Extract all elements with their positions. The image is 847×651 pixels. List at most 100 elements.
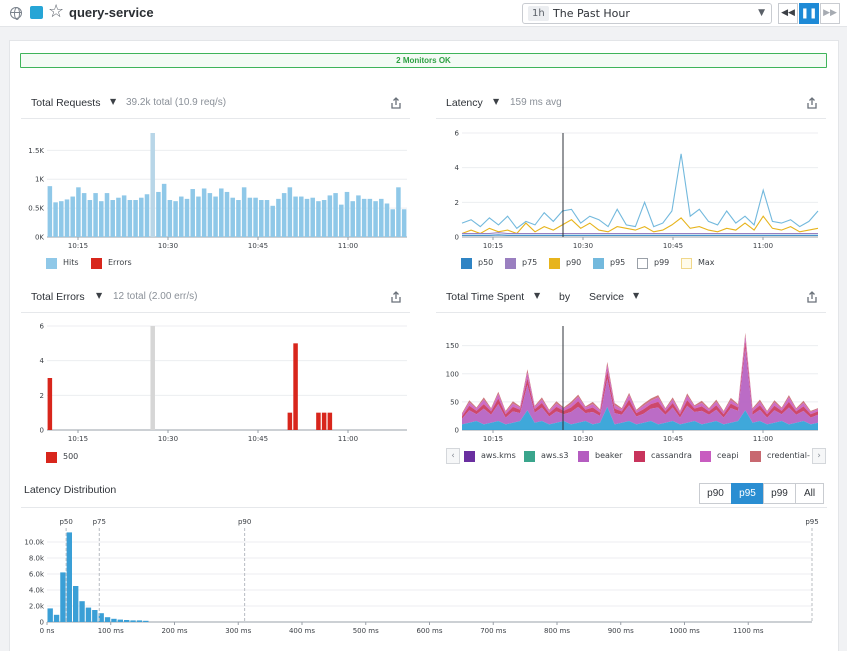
legend-scroll-left[interactable]: ‹ (446, 448, 460, 464)
distribution-bar (136, 620, 143, 622)
time-spent-y-tick-label: 100 (446, 370, 459, 378)
distribution-bar (124, 620, 130, 622)
distribution-y-tick-label: 10.0k (24, 539, 45, 547)
time-spent-title[interactable]: Total Time Spent (446, 291, 525, 303)
distribution-x-tick-label: 500 ms (353, 627, 379, 635)
requests-x-tick-label: 11:00 (338, 242, 358, 250)
time-spent-group-select[interactable]: Service (589, 291, 625, 303)
requests-bar (173, 201, 178, 237)
requests-bar (361, 198, 367, 237)
distribution-y-tick-label: 8.0k (29, 555, 45, 563)
skip-back-button[interactable]: ◀◀ (778, 3, 798, 24)
latency-x-tick-label: 10:15 (483, 242, 503, 250)
pause-button[interactable]: ❚❚ (799, 3, 819, 24)
share-icon[interactable] (390, 97, 402, 109)
distribution-bar (92, 610, 98, 622)
chevron-down-icon[interactable]: ▼ (493, 97, 500, 106)
monitors-status-bar[interactable]: 2 Monitors OK (20, 53, 827, 68)
time-spent-widget-header: Total Time Spent ▼ by Service ▼ (436, 291, 826, 313)
legend-swatch (681, 258, 692, 269)
requests-bar (396, 187, 401, 237)
requests-bar (127, 200, 133, 237)
time-spent-by-label: by (559, 291, 571, 303)
requests-bar (104, 193, 110, 237)
requests-bar (53, 202, 58, 237)
distribution-marker-label: p75 (93, 518, 106, 526)
requests-bar (339, 204, 344, 237)
latency-x-tick-label: 10:45 (663, 242, 683, 250)
errors-y-tick-label: 2 (40, 392, 44, 400)
time-spent-legend: aws.kms aws.s3 beaker cassandra ceapi cr… (464, 450, 810, 464)
requests-bar (116, 197, 121, 237)
requests-bar (110, 200, 115, 237)
requests-bar (184, 198, 190, 237)
star-icon[interactable]: ☆ (48, 1, 65, 22)
distribution-marker-label: p95 (805, 518, 818, 526)
distribution-x-tick-label: 1100 ms (733, 627, 764, 635)
latency-x-tick-label: 11:00 (753, 242, 773, 250)
distribution-bar (47, 608, 53, 622)
time-spent-area-cassandra (462, 341, 818, 419)
requests-title[interactable]: Total Requests (31, 97, 101, 109)
distribution-x-tick-label: 600 ms (416, 627, 442, 635)
requests-bar (190, 189, 195, 237)
errors-summary: 12 total (2.00 err/s) (113, 291, 198, 302)
legend-swatch (461, 258, 472, 269)
errors-widget-header: Total Errors ▼ 12 total (2.00 err/s) (21, 291, 410, 313)
latency-legend: p50 p75 p90 p95 p99 Max (461, 257, 791, 271)
requests-bar (230, 197, 235, 237)
errors-x-tick-label: 11:00 (338, 435, 358, 443)
errors-title[interactable]: Total Errors (31, 291, 85, 303)
requests-bar (144, 194, 150, 237)
share-icon[interactable] (390, 291, 402, 303)
requests-x-tick-label: 10:45 (248, 242, 268, 250)
legend-scroll-right[interactable]: › (812, 448, 826, 464)
requests-bar (207, 193, 213, 237)
skip-forward-button[interactable]: ▶▶ (820, 3, 840, 24)
distribution-bar (143, 620, 149, 622)
requests-bar (196, 196, 201, 237)
requests-bar (201, 188, 207, 237)
chevron-left-icon: ‹ (451, 451, 455, 461)
distribution-bar (53, 614, 60, 622)
percentile-button-all[interactable]: All (795, 483, 824, 504)
latency-summary: 159 ms avg (510, 97, 562, 108)
latency-title[interactable]: Latency (446, 97, 483, 109)
errors-x-tick-label: 10:30 (158, 435, 178, 443)
distribution-divider (21, 507, 827, 508)
time-spent-x-tick-label: 10:30 (573, 435, 593, 443)
requests-bar (321, 200, 327, 237)
chevron-down-icon[interactable]: ▼ (110, 97, 117, 106)
legend-swatch (578, 451, 589, 462)
latency-y-tick-label: 6 (455, 130, 460, 138)
latency-line-p95 (461, 153, 819, 230)
chevron-down-icon[interactable]: ▼ (534, 291, 541, 300)
share-icon[interactable] (806, 97, 818, 109)
requests-x-tick-label: 10:30 (158, 242, 178, 250)
distribution-bar (85, 607, 92, 622)
errors-bar (321, 412, 327, 430)
time-range-picker[interactable]: 1h The Past Hour ▼ (522, 3, 772, 24)
globe-icon[interactable] (10, 7, 22, 20)
requests-bar (167, 200, 173, 237)
requests-bar (87, 200, 93, 237)
requests-bar (384, 203, 390, 237)
errors-bar (293, 343, 298, 430)
errors-bar (47, 378, 53, 430)
top-bar: ☆ query-service 1h The Past Hour ▼ ◀◀ ❚❚… (0, 0, 847, 27)
requests-bar (293, 196, 298, 237)
requests-bar (47, 186, 53, 237)
chevron-right-icon: › (817, 451, 821, 461)
chevron-down-icon[interactable]: ▼ (96, 291, 103, 300)
distribution-bar (79, 601, 85, 622)
requests-bar (81, 193, 87, 237)
legend-swatch (505, 258, 516, 269)
latency-y-tick-label: 2 (455, 199, 459, 207)
distribution-bar (66, 532, 72, 622)
legend-swatch (464, 451, 475, 462)
legend-swatch (593, 258, 604, 269)
share-icon[interactable] (806, 291, 818, 303)
requests-bar (356, 195, 361, 237)
chevron-down-icon[interactable]: ▼ (633, 291, 640, 300)
